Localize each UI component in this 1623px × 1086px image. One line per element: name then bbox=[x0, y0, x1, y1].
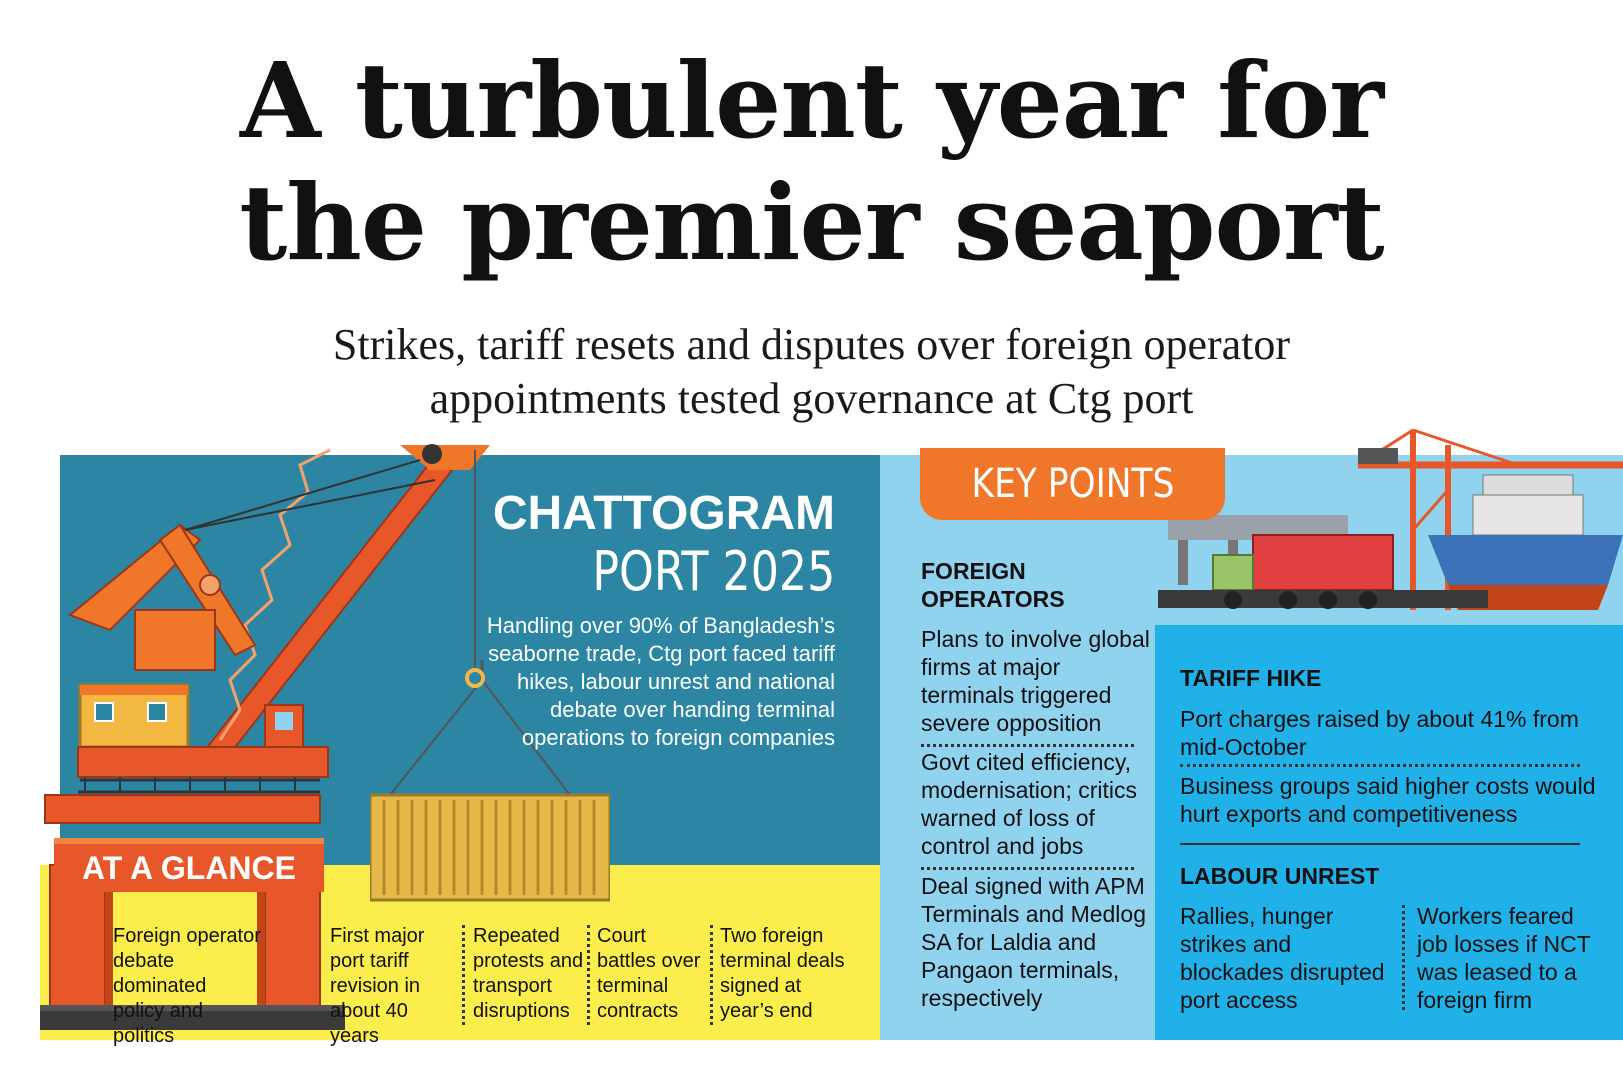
subheadline-line-2: appointments tested governance at Ctg po… bbox=[429, 374, 1194, 423]
labour-unrest-title: LABOUR UNREST bbox=[1180, 863, 1380, 889]
glance-item-5: Two foreign terminal deals signed at yea… bbox=[720, 925, 845, 1022]
crane-illustration bbox=[40, 444, 490, 1030]
glance-item-4: Court battles over terminal contracts bbox=[597, 925, 701, 1022]
subheadline-line-1: Strikes, tariff resets and disputes over… bbox=[332, 320, 1291, 369]
glance-separator bbox=[710, 925, 713, 1025]
glance-item-3: Repeated protests and transport disrupti… bbox=[473, 925, 584, 1022]
port-description: Handling over 90% of Bangladesh’s seabor… bbox=[486, 613, 835, 750]
tariff-hike-title: TARIFF HIKE bbox=[1180, 665, 1322, 691]
at-a-glance-label: AT A GLANCE bbox=[54, 838, 324, 892]
foreign-operators-point-2: Govt cited efficiency, modernisation; cr… bbox=[921, 749, 1138, 859]
ship-illustration bbox=[1158, 428, 1623, 610]
point-divider bbox=[1180, 764, 1580, 767]
headline-line-2: the premier seaport bbox=[239, 161, 1384, 284]
foreign-operators-title: FOREIGN OPERATORS bbox=[921, 558, 1065, 612]
container-illustration bbox=[370, 660, 610, 902]
foreign-operators-point-3: Deal signed with APM Terminals and Medlo… bbox=[921, 873, 1147, 1011]
key-points-panel-background bbox=[880, 455, 1158, 1040]
labour-unrest-point-2: Workers feared job losses if NCT was lea… bbox=[1417, 903, 1591, 1013]
tariff-hike-point-2: Business groups said higher costs would … bbox=[1180, 773, 1596, 827]
headline-line-1: A turbulent year for bbox=[239, 39, 1384, 162]
port-subtitle: PORT 2025 bbox=[592, 540, 835, 603]
point-divider bbox=[921, 867, 1134, 870]
subheadline: Strikes, tariff resets and disputes over… bbox=[0, 318, 1623, 426]
point-divider bbox=[1402, 905, 1405, 1010]
glance-item-2: First major port tariff revision in abou… bbox=[330, 925, 425, 1047]
port-title: CHATTOGRAM bbox=[492, 487, 835, 540]
foreign-operators-point-1: Plans to involve global firms at major t… bbox=[921, 626, 1150, 736]
headline: A turbulent year for the premier seaport bbox=[0, 40, 1623, 284]
glance-separator bbox=[462, 925, 465, 1025]
key-points-tab: KEY POINTS bbox=[920, 448, 1225, 520]
point-divider bbox=[921, 744, 1134, 747]
labour-unrest-point-1: Rallies, hunger strikes and blockades di… bbox=[1180, 903, 1385, 1013]
glance-item-1: Foreign operator debate dominated policy… bbox=[113, 925, 261, 1047]
tariff-labour-box bbox=[1155, 625, 1623, 1040]
tariff-hike-point-1: Port charges raised by about 41% from mi… bbox=[1180, 706, 1579, 760]
glance-separator bbox=[587, 925, 590, 1025]
section-divider bbox=[1180, 843, 1580, 845]
key-points-label: KEY POINTS bbox=[971, 461, 1174, 507]
